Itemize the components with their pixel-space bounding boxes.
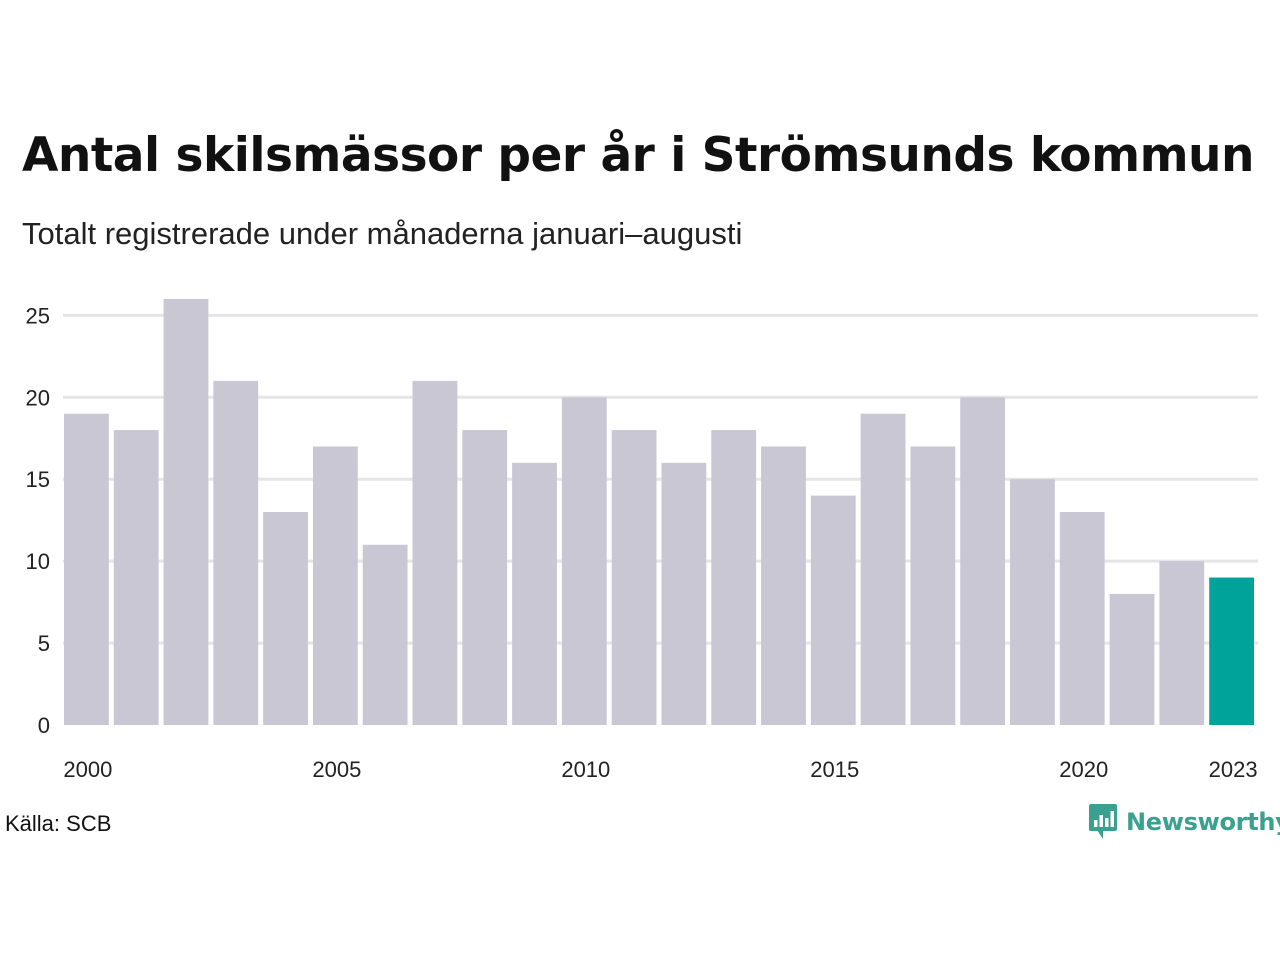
brand-name: Newsworthy	[1126, 808, 1280, 836]
y-tick-label: 20	[26, 385, 50, 410]
bar-2021	[1109, 593, 1155, 725]
y-tick-label: 10	[26, 549, 50, 574]
y-tick-label: 5	[38, 631, 50, 656]
chart-subtitle: Totalt registrerade under månaderna janu…	[22, 216, 743, 251]
bar-2009	[512, 462, 557, 725]
bar-2023	[1209, 577, 1254, 725]
bar-2018	[960, 397, 1006, 725]
bar-2012	[661, 462, 707, 725]
bar-chart: 0 5 10 15 20 25 2000 2005 2010 2015 2020 2023	[26, 299, 1258, 782]
bar-2015	[810, 495, 856, 725]
bar-2005	[312, 446, 358, 725]
y-axis: 0 5 10 15 20 25	[26, 303, 50, 738]
x-axis: 2000 2005 2010 2015 2020 2023	[63, 757, 1257, 782]
bar-2000	[64, 413, 109, 725]
bar-2007	[412, 380, 458, 725]
source-note: Källa: SCB	[5, 811, 112, 836]
gridlines	[63, 313, 1258, 645]
y-tick-label: 15	[26, 467, 50, 492]
bar-2010	[561, 397, 607, 725]
x-tick-label: 2005	[312, 757, 361, 782]
bar-2001	[113, 430, 159, 725]
x-tick-label: 2020	[1059, 757, 1108, 782]
x-tick-label: 2010	[561, 757, 610, 782]
bar-2016	[860, 413, 906, 725]
bar-2008	[462, 430, 508, 725]
bar-2017	[910, 446, 956, 725]
y-tick-label: 0	[38, 713, 50, 738]
bar-2022	[1159, 561, 1205, 725]
bar-2003	[213, 380, 259, 725]
bar-2004	[263, 512, 308, 725]
newsworthy-logo: Newsworthy	[1088, 803, 1280, 841]
x-tick-label: 2000	[63, 757, 112, 782]
bar-2011	[611, 430, 657, 725]
bar-2019	[1010, 479, 1055, 725]
bars	[64, 299, 1254, 725]
x-tick-label: 2015	[810, 757, 859, 782]
x-tick-label: 2023	[1209, 757, 1258, 782]
bar-2002	[163, 299, 209, 725]
bar-2013	[711, 430, 757, 725]
bar-2020	[1059, 512, 1105, 725]
y-tick-label: 25	[26, 303, 50, 328]
chart-title: Antal skilsmässor per år i Strömsunds ko…	[22, 128, 1254, 183]
bar-2006	[362, 544, 408, 725]
bar-2014	[761, 446, 806, 725]
newsworthy-logo-icon	[1089, 804, 1117, 839]
